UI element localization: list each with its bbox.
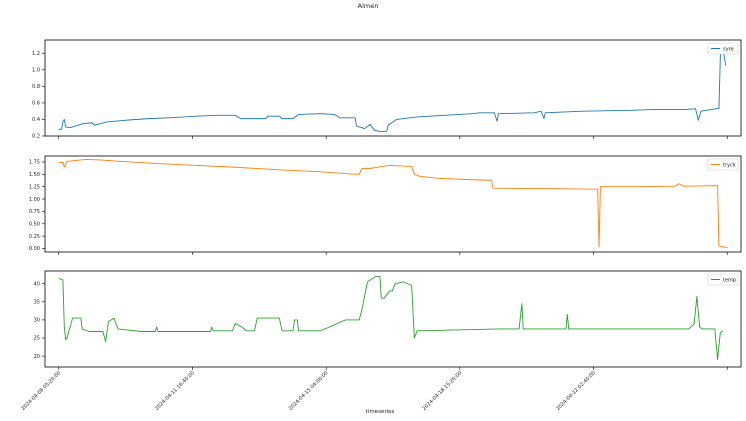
legend: syre: [707, 42, 739, 55]
figure-title: Almen: [358, 2, 379, 10]
y-tick-label: 0.4: [32, 117, 40, 123]
y-tick-label: 0.75: [29, 209, 40, 215]
y-tick-label: 1.0: [32, 67, 40, 73]
y-tick-label: 1.75: [29, 160, 40, 166]
series-line-tryck: [58, 159, 728, 248]
legend-label-tryck: tryck: [723, 162, 736, 168]
panel-temp: 20 25 30 35 40 temp 2024-04-08 05:20:00 2024-04…: [20, 270, 742, 412]
x-tick-label: 2024-04-15 04:00:00: [288, 370, 330, 412]
y-tick-label: 1.00: [29, 197, 40, 203]
panel-tryck: 0.00 0.25 0.50 0.75 1.00 1.25 1.50 1.75 tryck: [29, 155, 742, 255]
legend-box: [707, 42, 739, 55]
y-tick-label: 30: [34, 318, 40, 324]
x-tick-label: 2024-04-18 15:20:00: [421, 370, 463, 412]
y-tick-label: 35: [34, 299, 40, 305]
y-tick-label: 0.00: [29, 246, 40, 252]
legend: tryck: [707, 158, 739, 171]
y-tick-label: 0.25: [29, 234, 40, 240]
legend-box: [707, 158, 739, 171]
subplots: 0.2 0.4 0.6 0.8 1.0 1.2 syre 0.00 0.25 0.50 0.75 1.…: [20, 39, 742, 412]
series-line-temp: [58, 275, 724, 361]
panel-syre: 0.2 0.4 0.6 0.8 1.0 1.2 syre: [32, 39, 742, 140]
y-tick-label: 1.25: [29, 184, 40, 190]
axes-frame: [44, 39, 742, 137]
legend-box: [707, 273, 739, 286]
y-tick-label: 1.2: [32, 51, 40, 57]
x-tick-label: 2024-04-08 05:20:00: [20, 370, 62, 412]
y-tick-label: 0.6: [32, 101, 40, 107]
y-tick-label: 1.50: [29, 172, 40, 178]
y-tick-label: 20: [34, 354, 40, 360]
y-tick-label: 0.2: [32, 134, 40, 140]
x-tick-label: 2024-04-22 02:40:00: [555, 370, 597, 412]
y-tick-label: 40: [34, 281, 40, 287]
series-line-syre: [58, 44, 727, 133]
y-tick-label: 0.50: [29, 221, 40, 227]
legend-label-syre: syre: [723, 46, 734, 52]
legend: temp: [707, 273, 739, 286]
legend-label-temp: temp: [723, 277, 736, 283]
axes-frame: [44, 155, 742, 253]
x-axis-label: timeseries: [366, 409, 395, 415]
axes-frame: [44, 270, 742, 368]
y-tick-label: 0.8: [32, 84, 40, 90]
y-tick-label: 25: [34, 336, 40, 342]
x-tick-label: 2024-04-11 16:40:00: [154, 370, 196, 412]
